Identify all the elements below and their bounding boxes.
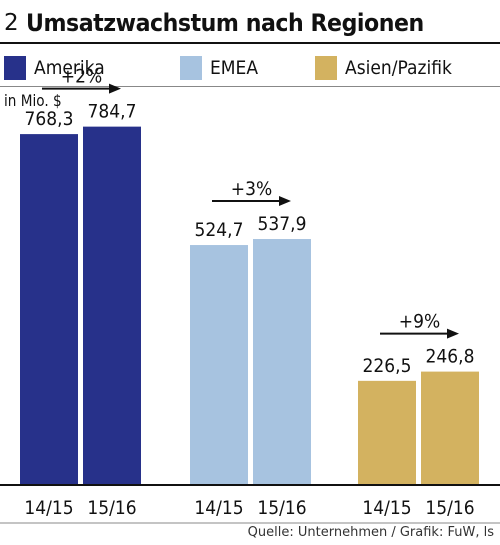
tick-label-asien-pazifik-1: 15/16 [425,497,474,519]
growth-label-amerika: +2% [61,66,102,88]
tick-label-asien-pazifik-0: 14/15 [362,497,411,519]
bar-amerika-1 [83,126,141,484]
source-credit: Quelle: Unternehmen / Grafik: FuW, ls [247,525,494,540]
value-label-asien-pazifik-0: 226,5 [363,355,412,377]
title-row: 2 Umsatzwachstum nach Regionen [0,4,500,40]
growth-label-asien-pazifik: +9% [399,311,440,333]
growth-label-emea: +3% [231,178,272,200]
value-label-asien-pazifik-1: 246,8 [426,346,475,368]
title-rule [0,42,500,44]
tick-label-emea-0: 14/15 [194,497,243,519]
bar-asien-pazifik-0 [358,380,416,484]
tick-label-amerika-1: 15/16 [87,497,136,519]
legend-rule [0,86,500,87]
growth-arrow-head-asien-pazifik [447,328,459,339]
bar-emea-0 [190,245,248,484]
legend-swatch-emea [180,56,202,80]
tick-label-amerika-0: 14/15 [24,497,73,519]
chart-title: Umsatzwachstum nach Regionen [26,9,424,37]
bar-emea-1 [253,239,311,484]
value-label-amerika-1: 784,7 [88,101,137,123]
legend-label-asien-pazifik: Asien/Pazifik [345,57,452,79]
legend-swatch-asien-pazifik [315,56,337,80]
bar-amerika-0 [20,134,78,484]
value-label-emea-1: 537,9 [258,213,307,235]
legend-label-amerika: Amerika [34,57,105,79]
bar-asien-pazifik-1 [421,371,479,484]
growth-arrow-head-amerika [109,83,121,94]
legend-swatch-amerika [4,56,26,80]
tick-label-emea-1: 15/16 [257,497,306,519]
unit-label: in Mio. $ [4,91,62,110]
value-label-emea-0: 524,7 [195,219,244,241]
legend-label-emea: EMEA [210,57,259,79]
growth-arrow-head-emea [279,196,291,207]
chart-number: 2 [4,10,19,36]
value-label-amerika-0: 768,3 [25,108,74,130]
